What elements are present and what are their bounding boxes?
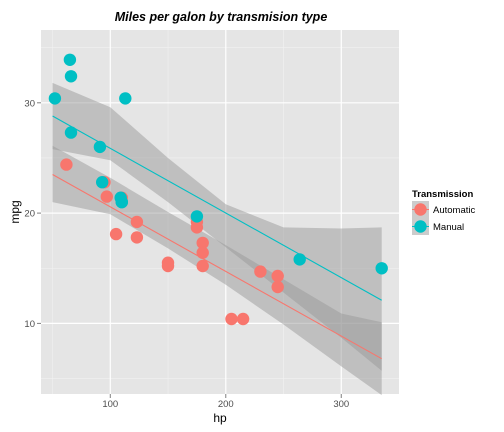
fit-line-automatic bbox=[52, 174, 382, 360]
data-point-manual bbox=[190, 210, 204, 223]
data-point-automatic bbox=[196, 259, 209, 273]
fit-line-manual bbox=[52, 115, 382, 301]
data-point-automatic bbox=[60, 158, 73, 171]
fit-lines bbox=[52, 115, 382, 360]
data-point-automatic bbox=[225, 312, 238, 326]
legend-title: Transmission bbox=[412, 189, 473, 200]
data-point-manual bbox=[115, 195, 128, 209]
data-point-automatic bbox=[196, 246, 209, 259]
legend-key-point-automatic bbox=[414, 203, 427, 216]
legend-key-point-manual bbox=[414, 220, 427, 233]
legend-label-automatic: Automatic bbox=[433, 205, 475, 216]
data-point-automatic bbox=[130, 215, 144, 229]
chart-title: Miles per galon by transmision type bbox=[115, 10, 328, 24]
data-point-manual bbox=[293, 253, 306, 266]
data-point-automatic bbox=[109, 227, 123, 241]
data-point-manual bbox=[93, 140, 107, 154]
y-axis-ticks: 10 20 30 bbox=[24, 98, 41, 330]
data-point-automatic bbox=[236, 312, 250, 326]
x-tick-label: 200 bbox=[218, 399, 234, 410]
data-point-automatic bbox=[271, 280, 284, 294]
y-axis-title: mpg bbox=[8, 200, 22, 223]
data-point-manual bbox=[119, 92, 132, 105]
data-point-manual bbox=[64, 70, 78, 83]
data-points bbox=[48, 53, 388, 326]
x-tick-label: 300 bbox=[333, 399, 349, 410]
legend: Transmission Automatic Manual bbox=[412, 189, 475, 235]
legend-label-manual: Manual bbox=[433, 222, 464, 233]
data-point-automatic bbox=[161, 259, 175, 273]
confidence-bands bbox=[52, 82, 382, 396]
y-tick-label: 30 bbox=[24, 98, 35, 109]
data-point-automatic bbox=[100, 190, 114, 203]
y-tick-label: 20 bbox=[24, 209, 35, 220]
confidence-band-manual bbox=[52, 82, 382, 371]
data-point-automatic bbox=[130, 231, 144, 244]
data-point-manual bbox=[63, 53, 77, 66]
data-point-automatic bbox=[196, 236, 209, 250]
data-point-automatic bbox=[254, 265, 267, 278]
x-axis-ticks: 100 200 300 bbox=[102, 394, 349, 410]
data-point-manual bbox=[375, 262, 388, 275]
y-tick-label: 10 bbox=[24, 319, 35, 330]
confidence-band-automatic bbox=[52, 145, 382, 396]
data-point-automatic bbox=[271, 269, 284, 283]
x-tick-label: 100 bbox=[102, 399, 118, 410]
x-axis-title: hp bbox=[213, 411, 227, 425]
data-point-manual bbox=[64, 126, 78, 139]
data-point-manual bbox=[48, 92, 62, 105]
data-point-manual bbox=[96, 176, 109, 189]
